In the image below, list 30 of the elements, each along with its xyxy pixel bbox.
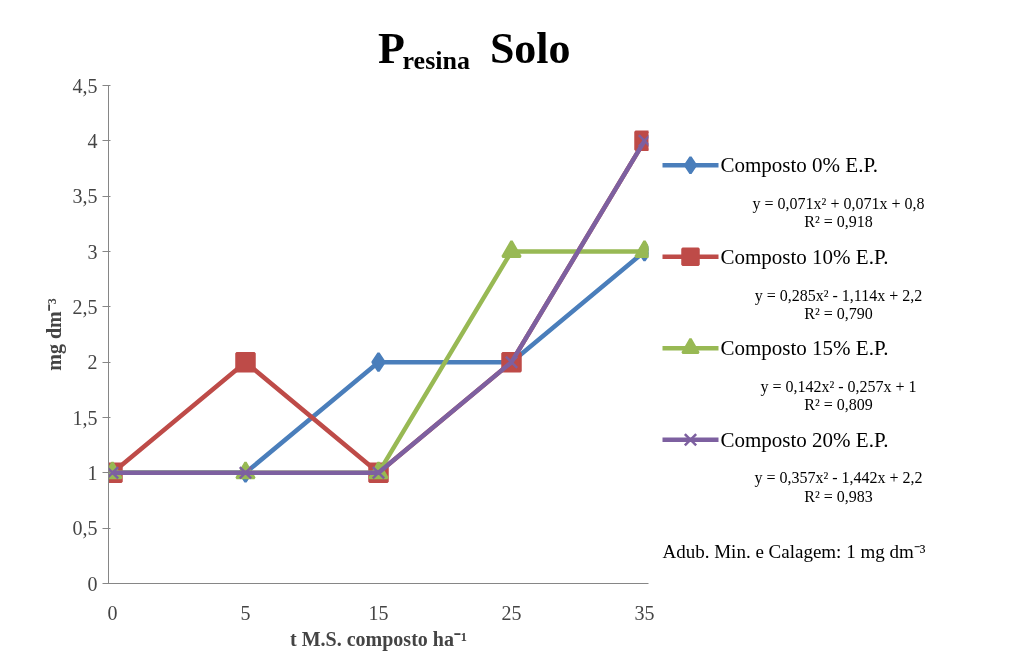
x-tick-label: 0 [107, 601, 118, 624]
y-tick-label: 0 [87, 572, 98, 595]
text: R² = 0,918 [804, 213, 873, 231]
text: y = 0,357x² - 1,442x + 2,2 [754, 469, 923, 488]
text: Adub. Min. e Calagem: 1 mg dm⁻³ [662, 540, 926, 562]
y-tick-label: 1 [87, 461, 98, 484]
y-tick-label: 4,5 [72, 74, 98, 97]
y-tick-label: 0,5 [72, 517, 98, 540]
x-tick-label: 35 [634, 601, 655, 624]
y-tick-label: 3 [87, 240, 98, 263]
legend-label: Composto 20% E.P. [720, 427, 889, 452]
text: y = 0,071x² + 0,071x + 0,8 [752, 195, 925, 214]
y-tick-label: 2,5 [72, 295, 98, 318]
text: R² = 0,809 [804, 396, 873, 414]
y-tick-label: 1,5 [72, 406, 98, 429]
x-tick-label: 25 [501, 601, 522, 624]
text: y = 0,142x² - 0,257x + 1 [760, 377, 917, 396]
x-tick-label: 5 [240, 601, 251, 624]
y-tick-label: 4 [87, 129, 98, 152]
text: y = 0,285x² - 1,114x + 2,2 [754, 286, 923, 305]
legend-label: Composto 10% E.P. [720, 244, 889, 269]
x-tick-label: 15 [368, 601, 389, 624]
y-axis-title: mg dm⁻³ [42, 298, 66, 371]
legend-label: Composto 15% E.P. [720, 336, 889, 361]
y-tick-label: 2 [87, 351, 98, 374]
text: R² = 0,983 [804, 487, 873, 505]
x-axis-title: t M.S. composto ha⁻¹ [290, 627, 467, 651]
text: R² = 0,790 [804, 304, 873, 322]
legend-label: Composto 0% E.P. [720, 153, 879, 178]
y-tick-label: 3,5 [72, 185, 98, 208]
